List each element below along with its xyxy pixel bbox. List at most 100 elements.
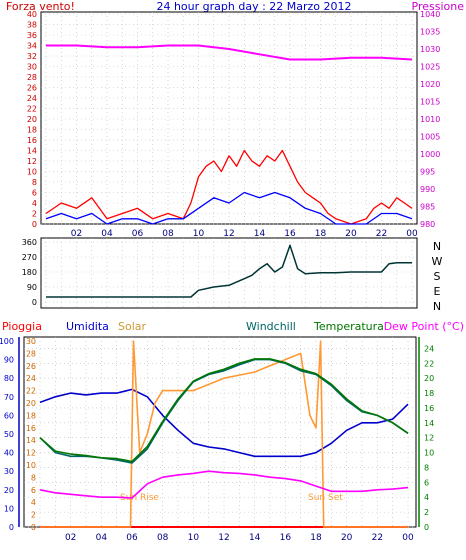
wind-panel-series-line: [46, 44, 413, 61]
temperature-panel-x-tick-label: 22: [372, 533, 383, 543]
temp-y-tick-label: 0: [424, 523, 429, 532]
wind-y-tick-label: 32: [27, 52, 37, 61]
humidity-y-tick-label: 100: [0, 337, 14, 346]
pressure-y-tick-label: 1000: [420, 150, 440, 159]
wind-y-tick-label: 30: [27, 63, 37, 72]
temperature-panel-series-line: [39, 358, 409, 463]
wind-y-tick-label: 40: [27, 10, 37, 19]
humidity-y-tick-label: 40: [4, 449, 14, 458]
solar-y-tick-label: 8: [31, 473, 36, 482]
wind-panel-x-tick-label: 00: [406, 229, 418, 239]
wind-panel-x-tick-label: 02: [71, 229, 82, 239]
wind-panel-x-tick-label: 12: [223, 229, 234, 239]
humidity-y-tick-label: 0: [9, 523, 14, 532]
solar-y-tick-label: 18: [26, 411, 36, 420]
temp-y-tick-label: 4: [424, 493, 429, 502]
humidity-y-tick-label: 30: [4, 467, 14, 476]
direction-y-tick-label: 180: [22, 268, 37, 277]
temperature-panel-x-tick-label: 10: [188, 533, 200, 543]
wind-y-tick-label: 28: [27, 73, 37, 82]
wind-panel-x-tick-label: 20: [345, 229, 357, 239]
wind-panel-x-tick-label: 08: [162, 229, 174, 239]
pressure-y-tick-label: 985: [420, 203, 435, 212]
wind-y-tick-label: 22: [27, 105, 37, 114]
wind-panel-x-tick-label: 10: [193, 229, 205, 239]
temp-y-tick-label: 22: [424, 359, 434, 368]
temperature-panel-series-line: [39, 470, 409, 499]
wind-y-tick-label: 26: [27, 84, 37, 93]
temperature-panel-x-tick-label: 00: [402, 533, 414, 543]
label-windchill: Windchill: [246, 320, 296, 333]
wind-y-tick-label: 24: [27, 94, 37, 103]
humidity-y-tick-label: 20: [4, 486, 14, 495]
temp-y-tick-label: 6: [424, 478, 429, 487]
wind-y-tick-label: 36: [27, 31, 37, 40]
temp-y-tick-label: 16: [424, 404, 434, 413]
compass-label: N: [433, 240, 441, 253]
pressure-y-tick-label: 1020: [420, 80, 440, 89]
temp-y-tick-label: 2: [424, 508, 429, 517]
wind-panel-x-tick-label: 16: [284, 229, 296, 239]
solar-y-tick-label: 14: [26, 436, 36, 445]
temp-y-tick-label: 14: [424, 419, 434, 428]
wind-y-tick-label: 12: [27, 157, 37, 166]
wind-y-tick-label: 6: [32, 189, 37, 198]
temperature-panel-x-tick-label: 06: [126, 533, 138, 543]
label-sunset: Sun Set: [308, 493, 343, 503]
humidity-y-tick-label: 60: [4, 411, 14, 420]
temperature-panel-x-tick-label: 20: [341, 533, 353, 543]
solar-y-tick-label: 20: [26, 399, 36, 408]
header-title: 24 hour graph day : 22 Marzo 2012: [156, 0, 351, 13]
temperature-panel-frame: [23, 336, 417, 528]
pressure-y-tick-label: 1030: [420, 45, 440, 54]
temp-y-tick-label: 10: [424, 449, 434, 458]
direction-y-tick-label: 270: [22, 253, 37, 262]
compass-label: N: [433, 300, 441, 313]
pressure-y-tick-label: 1005: [420, 133, 440, 142]
temperature-panel-x-tick-label: 04: [96, 533, 108, 543]
wind-panel-x-tick-label: 06: [132, 229, 144, 239]
solar-y-tick-label: 22: [26, 387, 36, 396]
compass-label: E: [434, 285, 441, 298]
temperature-panel-x-tick-label: 14: [249, 533, 261, 543]
humidity-y-tick-label: 70: [4, 393, 14, 402]
solar-y-tick-label: 28: [26, 349, 36, 358]
solar-y-tick-label: 10: [26, 461, 36, 470]
temp-y-tick-label: 18: [424, 389, 434, 398]
solar-y-tick-label: 30: [26, 337, 36, 346]
wind-panel-x-tick-label: 18: [315, 229, 327, 239]
solar-y-tick-label: 16: [26, 424, 36, 433]
wind-y-tick-label: 20: [27, 115, 37, 124]
solar-y-tick-label: 12: [26, 449, 36, 458]
temperature-panel-series-line: [39, 388, 409, 458]
label-temperatura: Temperatura: [313, 320, 384, 333]
temperature-panel-x-tick-label: 16: [280, 533, 292, 543]
temperature-panel-series-line: [39, 358, 409, 464]
pressure-y-tick-label: 1035: [420, 28, 440, 37]
wind-y-tick-label: 10: [27, 168, 37, 177]
header-left-label: Forza vento!: [6, 0, 75, 13]
temperature-panel-x-tick-label: 12: [218, 533, 229, 543]
wind-y-tick-label: 2: [32, 210, 37, 219]
wind-y-tick-label: 8: [32, 178, 37, 187]
label-dewpoint: Dew Point (°C): [384, 320, 464, 333]
wind-y-tick-label: 38: [27, 21, 37, 30]
direction-series-line: [46, 244, 412, 298]
direction-y-tick-label: 0: [32, 298, 37, 307]
pressure-y-tick-label: 1025: [420, 63, 440, 72]
wind-y-tick-label: 16: [27, 136, 37, 145]
pressure-y-tick-label: 980: [420, 220, 435, 229]
wind-y-tick-label: 18: [27, 126, 37, 135]
label-sunrise: Sun Rise: [120, 493, 159, 503]
solar-y-tick-label: 26: [26, 362, 36, 371]
wind-y-tick-label: 14: [27, 147, 37, 156]
wind-panel-x-tick-label: 14: [254, 229, 266, 239]
wind-y-tick-label: 0: [32, 220, 37, 229]
pressure-y-tick-label: 1040: [420, 10, 440, 19]
humidity-y-tick-label: 90: [4, 356, 14, 365]
wind-panel-x-tick-label: 22: [376, 229, 387, 239]
pressure-y-tick-label: 995: [420, 168, 435, 177]
direction-y-tick-label: 360: [22, 238, 37, 247]
